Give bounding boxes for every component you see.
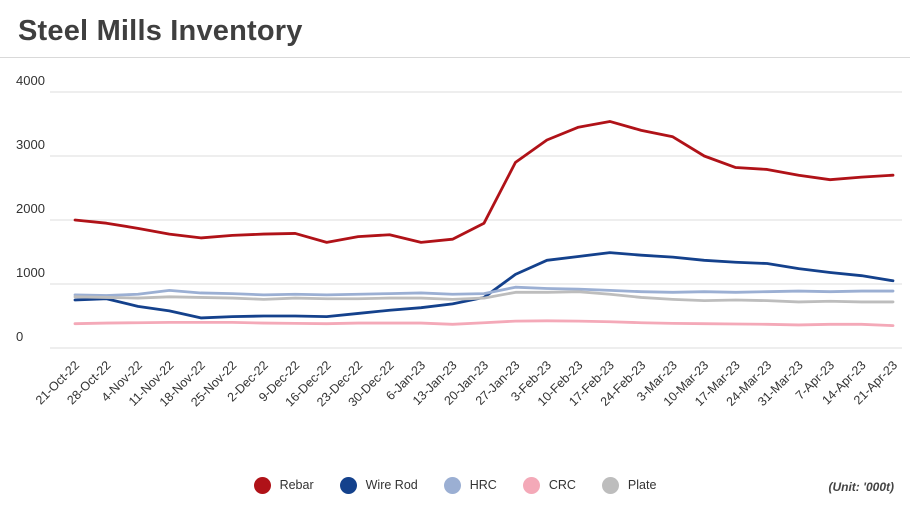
series-line-rebar bbox=[73, 120, 895, 244]
series-line-plate bbox=[73, 290, 895, 304]
series-line-wire-rod bbox=[73, 251, 895, 320]
series-line-hrc bbox=[73, 285, 895, 297]
legend-label-wire-rod: Wire Rod bbox=[365, 478, 418, 492]
series-line-crc bbox=[73, 319, 895, 328]
y-axis-tick-label: 1000 bbox=[16, 265, 45, 280]
legend-item-wire-rod[interactable]: Wire Rod bbox=[339, 476, 418, 494]
line-chart: 0 1000 2000 3000 4000 21-Oct-2228-Oct-224-Nov… bbox=[16, 73, 902, 409]
legend-label-rebar: Rebar bbox=[279, 478, 314, 492]
legend-label-plate: Plate bbox=[627, 478, 657, 492]
y-axis-tick-label: 0 bbox=[16, 329, 23, 344]
y-axis-tick-label: 3000 bbox=[16, 137, 45, 152]
legend-item-rebar[interactable]: Rebar bbox=[253, 476, 314, 494]
unit-label: (Unit: '000t) bbox=[828, 480, 894, 494]
legend-item-plate[interactable]: Plate bbox=[601, 476, 657, 494]
x-axis: 21-Oct-2228-Oct-224-Nov-2211-Nov-2218-No… bbox=[33, 358, 900, 409]
title-divider bbox=[0, 57, 910, 58]
y-axis: 0 1000 2000 3000 4000 bbox=[16, 73, 902, 349]
series-group bbox=[73, 120, 895, 328]
legend-item-crc[interactable]: CRC bbox=[522, 476, 576, 494]
y-axis-tick-label: 2000 bbox=[16, 201, 45, 216]
legend-label-hrc: HRC bbox=[469, 478, 497, 492]
y-axis-tick-label: 4000 bbox=[16, 73, 45, 88]
legend-row: Rebar Wire Rod HRC CRC Plate (Unit: '000t) bbox=[0, 472, 910, 498]
legend-label-crc: CRC bbox=[548, 478, 576, 492]
legend: Rebar Wire Rod HRC CRC Plate bbox=[0, 472, 910, 498]
legend-item-hrc[interactable]: HRC bbox=[443, 476, 497, 494]
legend-dot-rebar bbox=[253, 476, 271, 494]
legend-dot-crc bbox=[522, 476, 540, 494]
chart-title: Steel Mills Inventory bbox=[18, 15, 303, 47]
legend-dot-plate bbox=[601, 476, 619, 494]
legend-dot-hrc bbox=[443, 476, 461, 494]
legend-dot-wire-rod bbox=[339, 476, 357, 494]
